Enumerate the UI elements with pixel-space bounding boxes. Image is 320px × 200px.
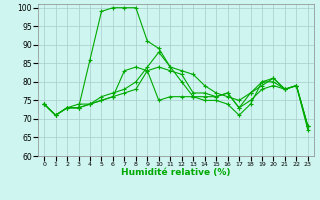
X-axis label: Humidité relative (%): Humidité relative (%) <box>121 168 231 177</box>
